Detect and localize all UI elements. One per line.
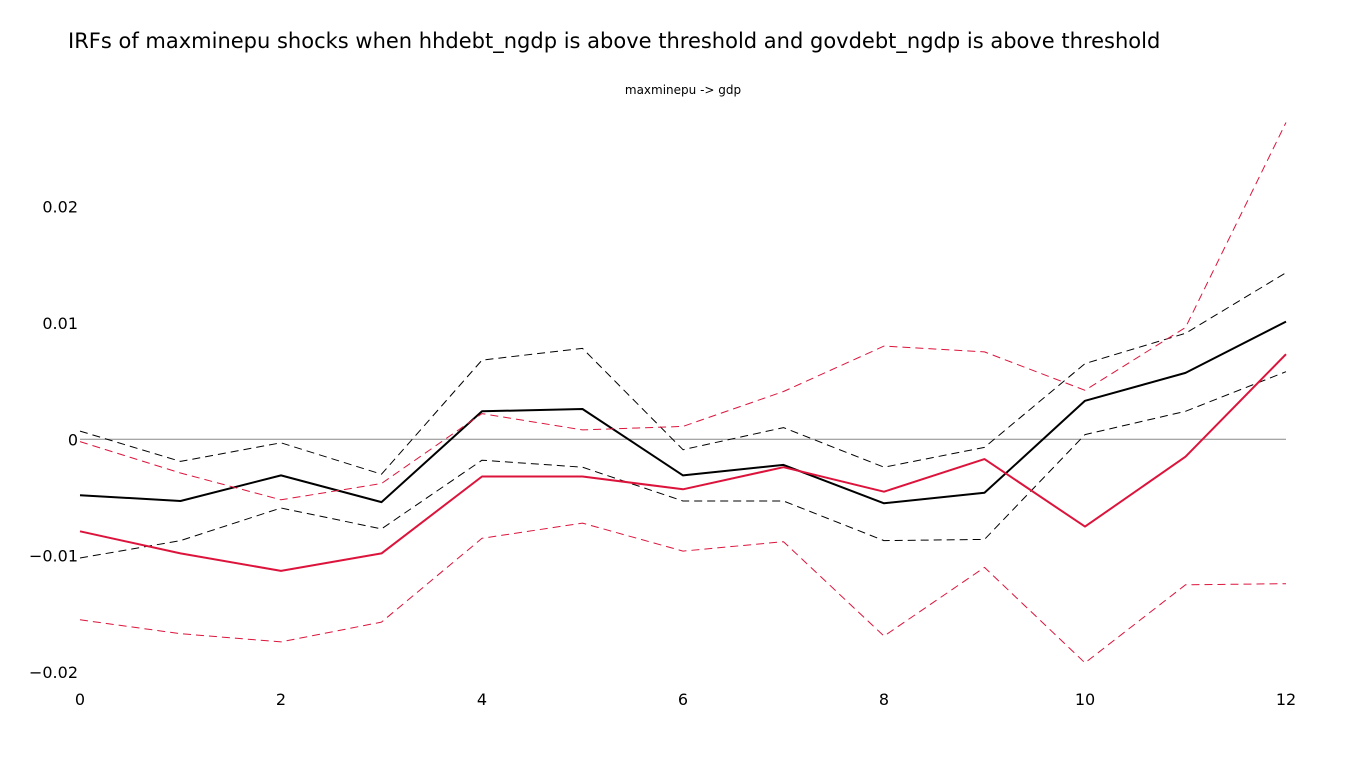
series-line-red-dashed-5: [79, 522, 1287, 664]
y-tick-label: 0.02: [42, 197, 78, 216]
subplot-title: maxminepu -> gdp: [624, 83, 742, 97]
x-tick-label: 6: [678, 690, 688, 709]
x-axis-ticks: 0 2 4 6 8 10 12: [75, 690, 1296, 709]
x-tick-label: 10: [1075, 690, 1095, 709]
x-tick-label: 0: [75, 690, 85, 709]
series-line-black-dashed-1: [79, 272, 1287, 475]
x-tick-label: 2: [276, 690, 286, 709]
y-tick-label: −0.01: [29, 547, 78, 566]
series-layer: [79, 122, 1287, 664]
series-line-red-dashed-4: [79, 122, 1287, 501]
y-axis-ticks: −0.02 −0.01 0 0.01 0.02: [29, 197, 78, 682]
y-tick-label: 0.01: [42, 314, 78, 333]
y-tick-label: 0: [68, 430, 78, 449]
series-line-red-solid-3: [79, 353, 1287, 572]
x-tick-label: 8: [879, 690, 889, 709]
y-tick-label: −0.02: [29, 663, 78, 682]
x-tick-label: 4: [477, 690, 487, 709]
series-line-black-dashed-2: [79, 371, 1287, 559]
x-tick-label: 12: [1276, 690, 1296, 709]
chart-title: IRFs of maxminepu shocks when hhdebt_ngd…: [68, 29, 1161, 53]
series-line-black-solid-0: [79, 320, 1287, 505]
